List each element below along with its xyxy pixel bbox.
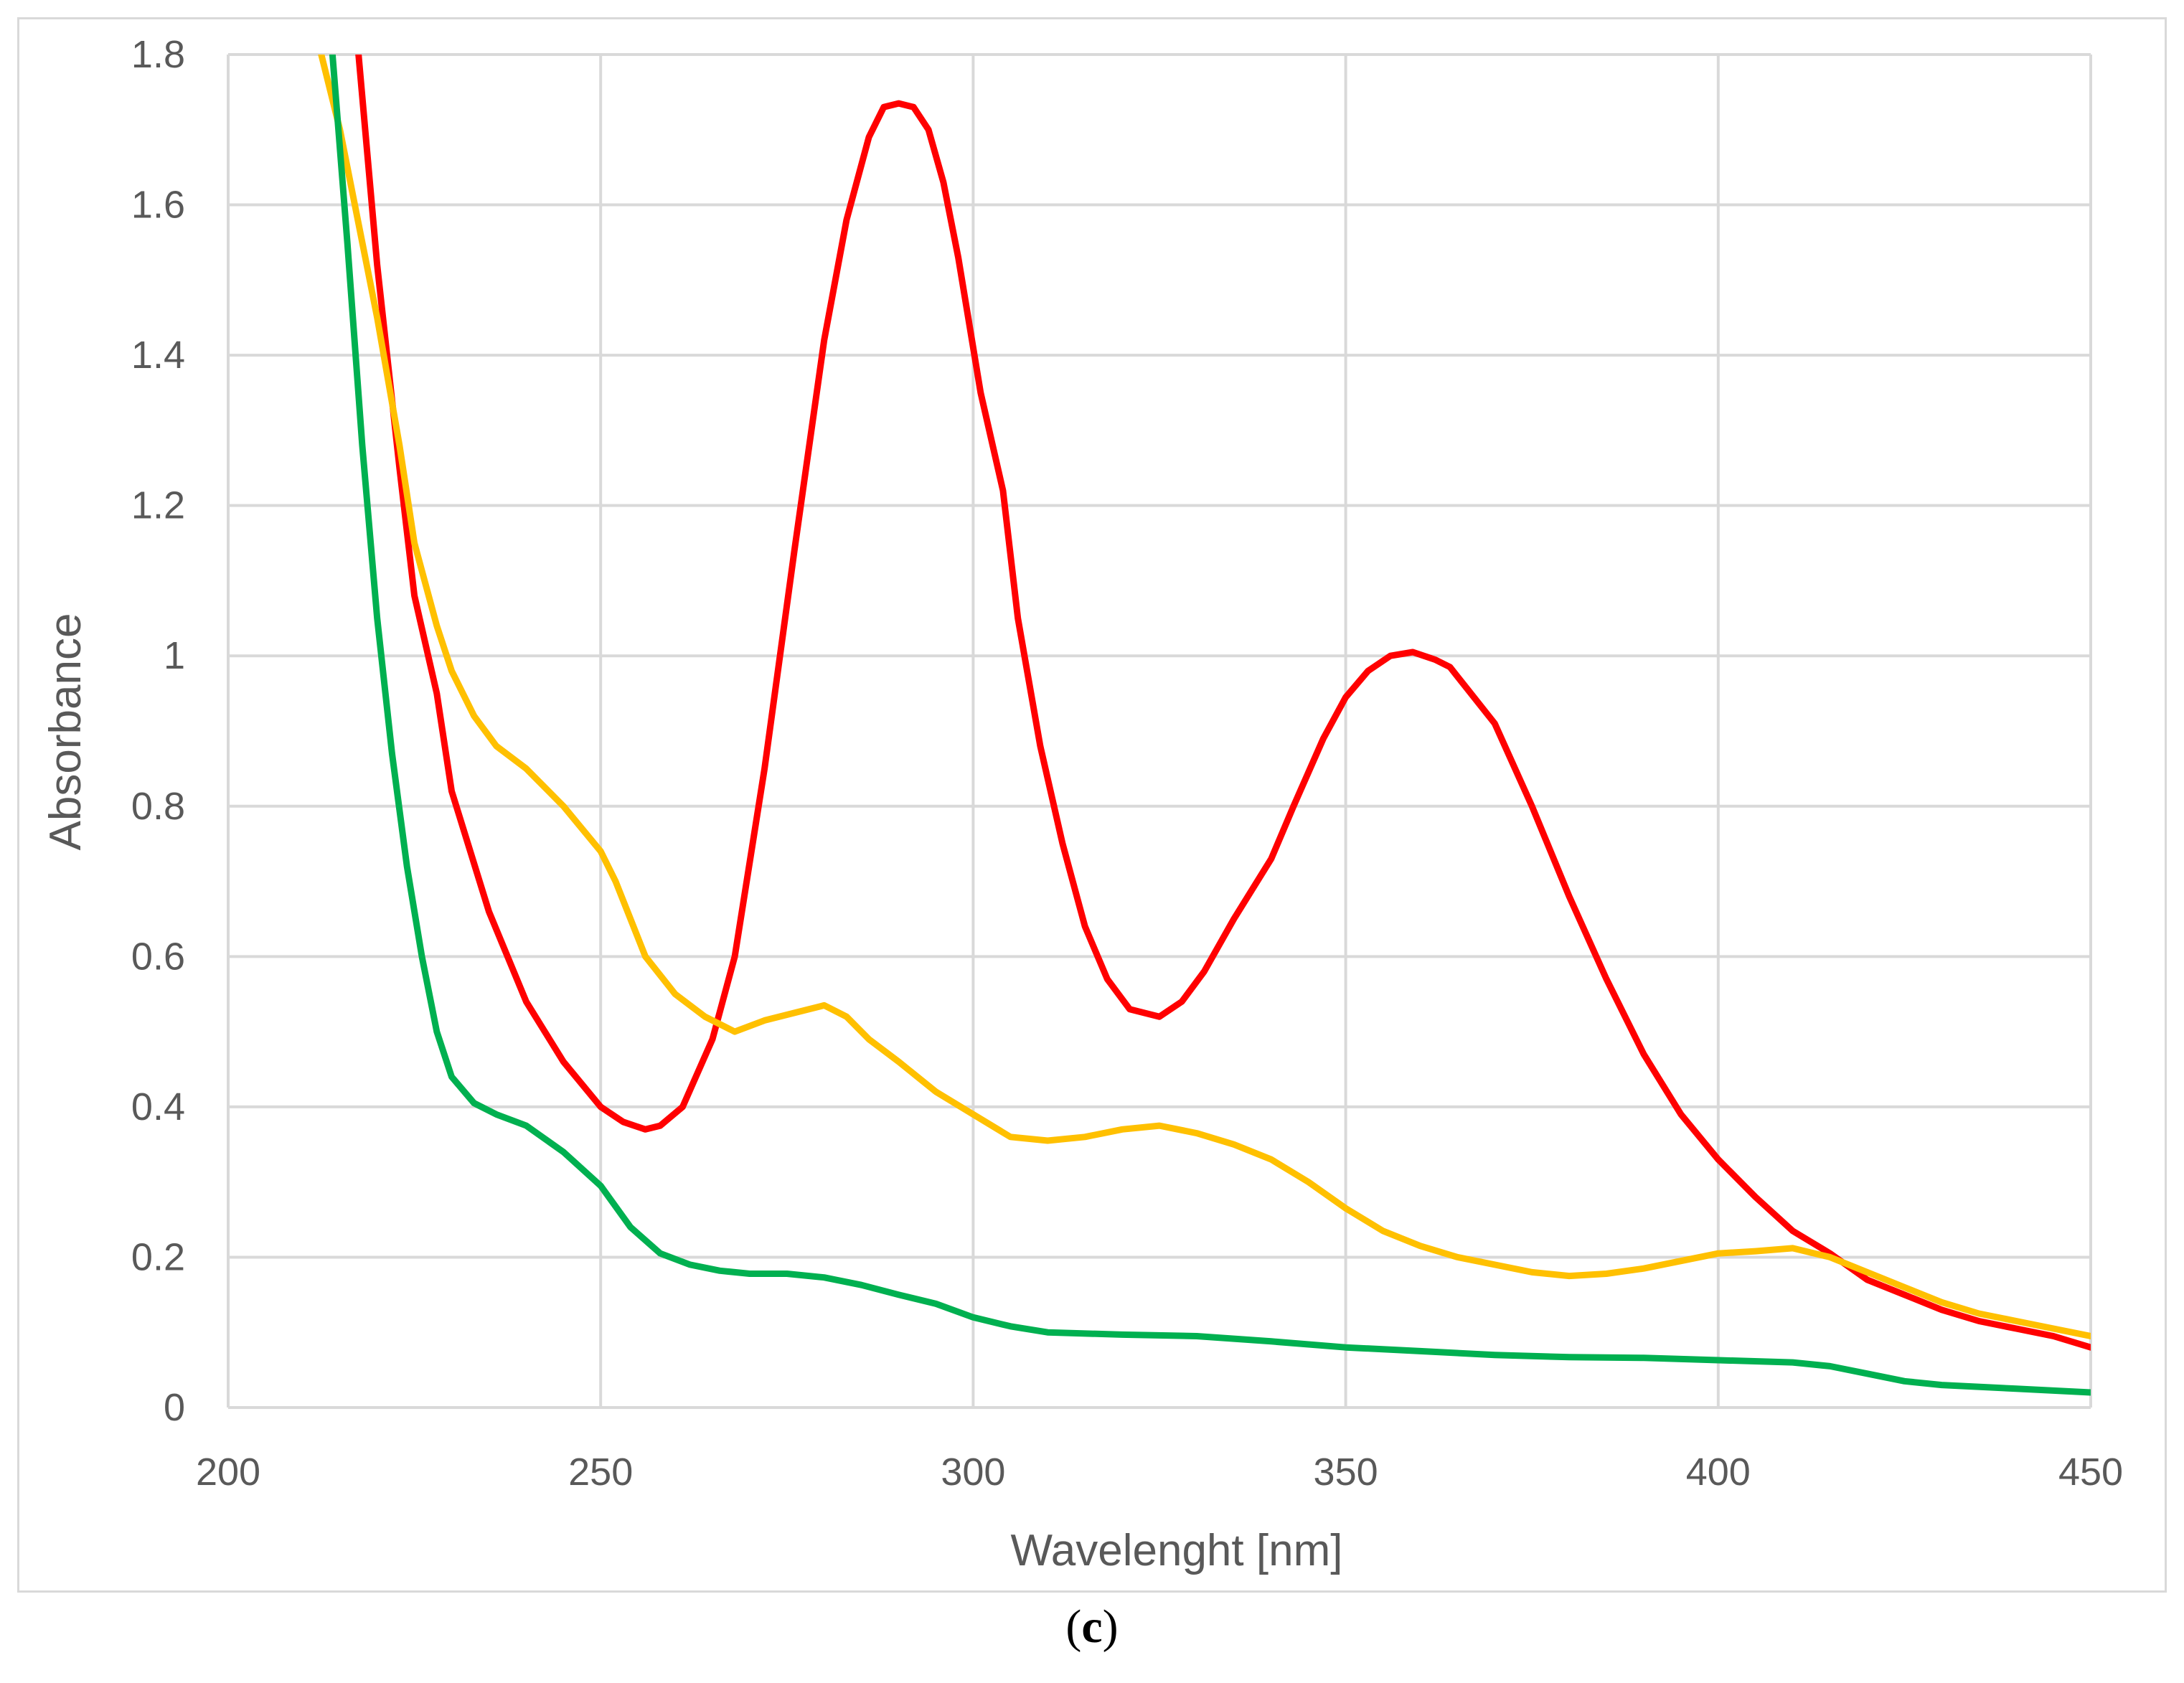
x-tick-labels: 200 250 300 350 400 450 bbox=[196, 1451, 2123, 1494]
panel-label-close: ) bbox=[1102, 1600, 1119, 1653]
y-tick-label: 1.4 bbox=[131, 334, 185, 377]
x-tick-label: 450 bbox=[2058, 1451, 2123, 1494]
y-axis-title: Absorbance bbox=[41, 613, 90, 851]
panel-label: (c) bbox=[0, 1600, 2184, 1654]
x-axis-title: Wavelenght [nm] bbox=[1011, 1526, 1343, 1575]
y-tick-label: 0.4 bbox=[131, 1085, 185, 1128]
series-line-1 bbox=[355, 55, 2091, 1351]
x-tick-label: 350 bbox=[1314, 1451, 1378, 1494]
y-tick-label: 1 bbox=[164, 634, 185, 677]
absorbance-chart: 0 0.2 0.4 0.6 0.8 1 1.2 1.4 1.6 1.8 200 250 300 350 4… bbox=[41, 33, 2123, 1575]
series-line-3 bbox=[329, 55, 2091, 1396]
y-tick-label: 1.8 bbox=[131, 33, 185, 76]
x-tick-label: 200 bbox=[196, 1451, 260, 1494]
x-tick-label: 400 bbox=[1686, 1451, 1751, 1494]
series-layer bbox=[318, 55, 2091, 1396]
grid-lines bbox=[227, 53, 2092, 1409]
x-tick-label: 300 bbox=[941, 1451, 1005, 1494]
y-tick-label: 0.2 bbox=[131, 1235, 185, 1278]
y-tick-label: 1.2 bbox=[131, 484, 185, 527]
y-tick-label: 0 bbox=[164, 1386, 185, 1429]
y-tick-label: 1.6 bbox=[131, 184, 185, 227]
y-tick-label: 0.6 bbox=[131, 935, 185, 978]
y-tick-labels: 0 0.2 0.4 0.6 0.8 1 1.2 1.4 1.6 1.8 bbox=[131, 33, 185, 1429]
series-line-2 bbox=[318, 55, 2091, 1339]
y-tick-label: 0.8 bbox=[131, 785, 185, 828]
x-tick-label: 250 bbox=[568, 1451, 633, 1494]
panel-label-letter: c bbox=[1081, 1600, 1103, 1653]
panel-label-open: ( bbox=[1065, 1600, 1082, 1653]
chart-frame bbox=[17, 17, 2167, 1593]
